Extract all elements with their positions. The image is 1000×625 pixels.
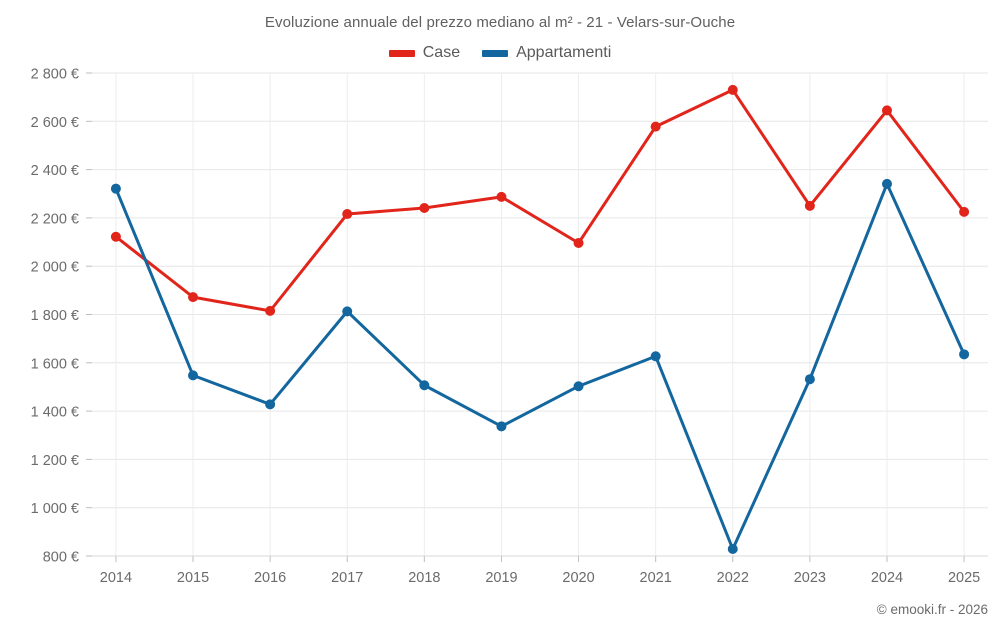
y-axis-tick-label: 1 200 € — [31, 453, 79, 469]
series-line-appartamenti — [114, 182, 966, 551]
y-axis-tick-label: 1 400 € — [31, 405, 79, 421]
data-point[interactable] — [650, 121, 661, 132]
data-point[interactable] — [650, 351, 661, 362]
data-point[interactable] — [110, 183, 121, 194]
credit-text: © emooki.fr - 2026 — [876, 602, 988, 617]
x-axis-tick-label: 2024 — [871, 570, 903, 586]
chart-legend: Case Appartamenti — [0, 44, 1000, 62]
x-axis-tick-label: 2017 — [331, 570, 363, 586]
data-point[interactable] — [727, 84, 738, 95]
legend-item-appartamenti[interactable]: Appartamenti — [482, 44, 611, 62]
data-point[interactable] — [265, 305, 276, 316]
data-point[interactable] — [727, 543, 738, 554]
x-axis-tick-label: 2019 — [485, 570, 517, 586]
x-axis-tick-label: 2014 — [100, 570, 132, 586]
legend-label-case: Case — [422, 44, 461, 61]
data-point[interactable] — [265, 399, 276, 410]
data-point[interactable] — [804, 200, 815, 211]
x-axis-tick-label: 2015 — [177, 570, 209, 586]
data-point[interactable] — [573, 238, 584, 249]
data-point[interactable] — [419, 380, 430, 391]
y-axis-tick-label: 2 600 € — [31, 115, 79, 131]
y-axis-tick-label: 1 600 € — [31, 356, 79, 372]
legend-swatch-case — [388, 49, 415, 57]
x-axis-tick-label: 2025 — [948, 570, 980, 586]
data-point[interactable] — [188, 370, 199, 381]
y-axis-tick-label: 1 000 € — [31, 501, 79, 517]
y-axis-tick-label: 800 € — [43, 550, 79, 566]
data-point[interactable] — [959, 206, 970, 217]
y-axis-tick-label: 2 400 € — [31, 163, 79, 179]
data-point[interactable] — [881, 105, 892, 116]
data-point[interactable] — [804, 374, 815, 385]
legend-label-appartamenti: Appartamenti — [516, 44, 612, 61]
y-axis-tick-label: 2 200 € — [31, 211, 79, 227]
data-point[interactable] — [188, 292, 199, 303]
data-point[interactable] — [496, 421, 507, 432]
data-point[interactable] — [573, 381, 584, 392]
chart-title: Evoluzione annuale del prezzo mediano al… — [264, 14, 736, 31]
data-point[interactable] — [342, 209, 353, 220]
y-axis-tick-label: 1 800 € — [31, 308, 79, 324]
y-axis-tick-label: 2 000 € — [31, 260, 79, 276]
data-point[interactable] — [959, 349, 970, 360]
x-axis-tick-label: 2018 — [408, 570, 440, 586]
legend-swatch-appartamenti — [482, 49, 509, 57]
data-point[interactable] — [110, 231, 121, 242]
x-axis-tick-label: 2016 — [254, 570, 286, 586]
y-axis-tick-label: 2 800 € — [31, 67, 79, 83]
series-line-case — [114, 88, 966, 313]
x-axis-tick-label: 2020 — [562, 570, 594, 586]
legend-item-case[interactable]: Case — [388, 44, 461, 62]
data-point[interactable] — [496, 191, 507, 202]
data-point[interactable] — [881, 178, 892, 189]
x-axis-tick-label: 2021 — [640, 570, 672, 586]
x-axis-tick-label: 2022 — [717, 570, 749, 586]
x-axis-tick-label: 2023 — [794, 570, 826, 586]
data-point[interactable] — [342, 306, 353, 317]
data-point[interactable] — [419, 202, 430, 213]
